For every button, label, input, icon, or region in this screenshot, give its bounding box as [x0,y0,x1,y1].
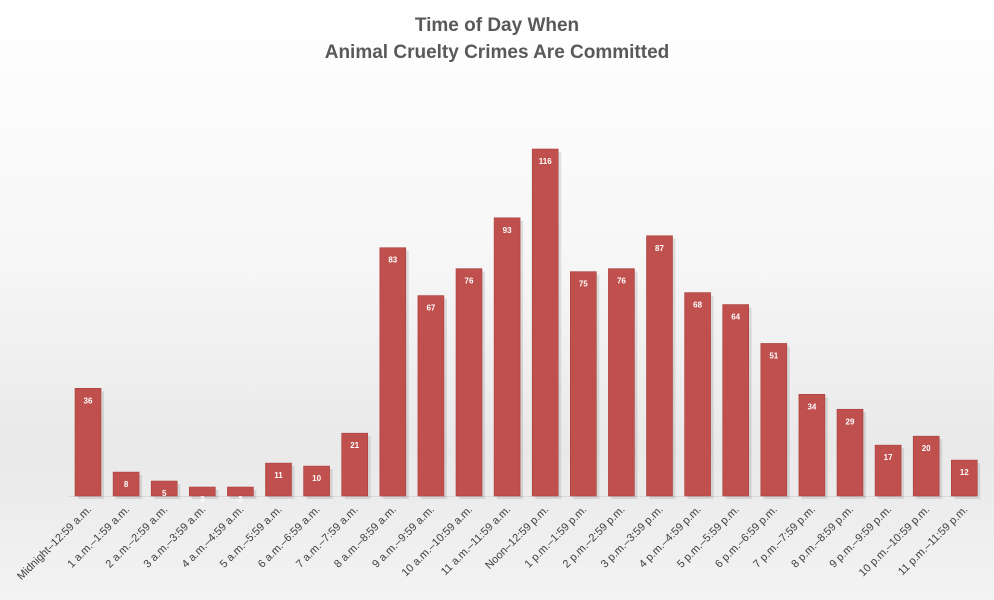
bar-data-label: 64 [731,313,740,322]
bar [112,471,140,497]
bar-data-label: 36 [84,396,93,405]
bar [684,292,711,497]
bar-data-label: 17 [884,453,893,462]
bar-data-label: 67 [426,304,435,313]
bar-data-label: 93 [503,226,512,235]
bar [950,459,978,497]
bar-data-label: 83 [388,256,397,265]
chart-title: Time of Day When Animal Cruelty Crimes A… [0,12,994,66]
bar [455,268,483,497]
bar [836,408,864,497]
bar [189,486,216,497]
bar [227,486,254,497]
bar-data-label: 29 [846,417,855,426]
bar [569,271,597,497]
bar-data-label: 76 [465,277,474,286]
bar [646,235,673,497]
bar [493,217,521,497]
bar-data-label: 11 [274,471,283,480]
bar-data-label: 3 [200,495,205,504]
bar [912,435,940,497]
bar-data-label: 3 [238,495,243,504]
x-tick-label: 11 a.m.–11:59 a.m. [439,504,513,578]
bar-data-label: 20 [922,444,931,453]
bar-data-label: 51 [769,351,778,360]
bar-data-label: 75 [579,280,588,289]
bar-data-label: 10 [312,474,321,483]
bar-data-label: 5 [162,489,167,498]
bar [760,343,788,497]
bar-data-label: 116 [539,157,552,166]
chart-title-line-1: Time of Day When [414,15,580,36]
bar [608,268,635,497]
bar-data-label: 87 [655,244,664,253]
bar [722,304,750,497]
x-tick-label: 11 p.m.–11:59 p.m. [896,504,970,578]
bar [379,247,407,497]
bar [150,480,178,497]
x-tick-label: Midnight–12:59 a.m. [15,504,94,583]
bar [74,388,102,497]
bar-data-label: 34 [807,402,816,411]
bar [265,462,292,497]
bar-data-label: 21 [350,441,359,450]
bar [417,295,445,497]
bar-data-label: 76 [617,277,626,286]
bar-data-label: 68 [693,301,702,310]
x-tick-label: 10 p.m.–10:59 p.m. [857,504,933,580]
x-tick-label: 10 a.m.–10:59 a.m. [400,504,476,580]
bar [798,393,826,497]
bar-data-label: 8 [124,480,129,489]
bar [303,465,330,497]
bar [874,444,902,497]
bar [531,148,559,497]
chart-title-line-2: Animal Cruelty Crimes Are Committed [324,42,670,63]
bar-data-label: 12 [960,468,969,477]
bar [341,432,369,497]
